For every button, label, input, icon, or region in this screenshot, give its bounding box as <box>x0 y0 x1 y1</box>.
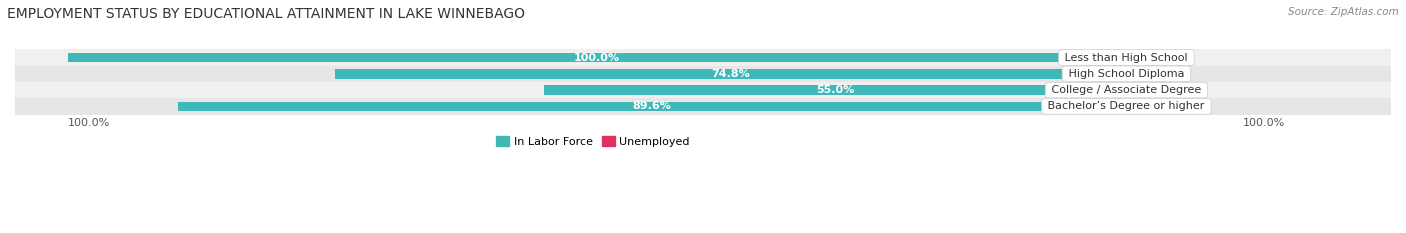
Text: 0.0%: 0.0% <box>1132 52 1160 62</box>
Text: 100.0%: 100.0% <box>67 118 110 128</box>
Text: High School Diploma: High School Diploma <box>1064 69 1188 79</box>
Text: College / Associate Degree: College / Associate Degree <box>1047 85 1205 95</box>
Bar <box>179 102 1126 111</box>
Bar <box>1126 85 1171 95</box>
Bar <box>335 69 1126 79</box>
Text: Source: ZipAtlas.com: Source: ZipAtlas.com <box>1288 7 1399 17</box>
Text: 100.0%: 100.0% <box>1243 118 1285 128</box>
Text: 4.2%: 4.2% <box>1177 85 1205 95</box>
Bar <box>15 82 1391 98</box>
Bar <box>15 49 1391 66</box>
Bar <box>544 85 1126 95</box>
Text: Less than High School: Less than High School <box>1062 52 1191 62</box>
Text: 100.0%: 100.0% <box>574 52 620 62</box>
Bar <box>15 66 1391 82</box>
Text: 55.0%: 55.0% <box>815 85 855 95</box>
Text: 89.6%: 89.6% <box>633 101 672 111</box>
Bar <box>1126 102 1135 111</box>
Text: 0.8%: 0.8% <box>1140 101 1168 111</box>
Text: 0.0%: 0.0% <box>1132 69 1160 79</box>
Text: EMPLOYMENT STATUS BY EDUCATIONAL ATTAINMENT IN LAKE WINNEBAGO: EMPLOYMENT STATUS BY EDUCATIONAL ATTAINM… <box>7 7 524 21</box>
Bar <box>15 98 1391 115</box>
Text: 74.8%: 74.8% <box>711 69 749 79</box>
Bar <box>67 53 1126 62</box>
Legend: In Labor Force, Unemployed: In Labor Force, Unemployed <box>492 132 695 151</box>
Text: Bachelor’s Degree or higher: Bachelor’s Degree or higher <box>1045 101 1208 111</box>
